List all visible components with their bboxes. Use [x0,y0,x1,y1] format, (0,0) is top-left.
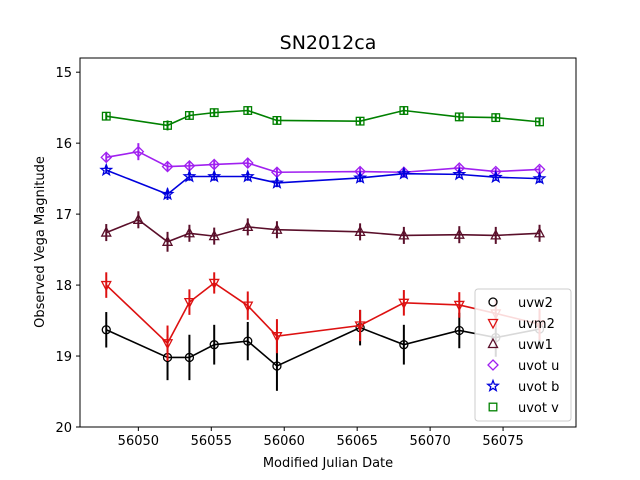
series-line [106,150,540,174]
data-point [399,106,409,115]
data-point [100,280,112,292]
data-point [132,145,145,158]
chart-title: SN2012ca [280,32,377,54]
y-tick-label: 18 [55,279,72,294]
legend-entry: uvw2 [518,296,553,311]
data-point [101,325,111,335]
x-tick-label: 56055 [191,434,232,449]
data-point [490,229,502,240]
data-point [208,229,220,241]
x-tick-label: 56070 [409,434,450,449]
legend-entry: uvot b [518,380,559,395]
x-tick-label: 56075 [482,434,523,449]
data-point [241,157,254,169]
legend: uvw2 uvm2 uvw1 uvot u uvot b uvot v [474,288,572,422]
series-uvot-u [100,143,546,179]
data-point [132,213,144,224]
legend-marker [487,337,499,349]
series-layer [99,106,547,391]
series-line [105,169,540,196]
y-axis-label: Observed Vega Magnitude [33,156,48,328]
y-tick-label: 19 [55,350,72,365]
data-point [101,111,111,121]
data-point [207,169,222,183]
data-point [454,112,464,122]
data-point [532,171,547,185]
data-point [184,352,195,363]
series-uvw1 [100,211,546,252]
data-point [100,151,113,164]
legend-entry: uvm2 [518,317,555,332]
data-point [535,117,544,127]
data-point [397,166,410,179]
data-point [183,297,195,309]
data-point [355,116,365,126]
data-point [452,167,467,181]
data-point [161,235,174,246]
data-point [209,108,219,118]
data-point [533,226,546,238]
data-point [354,225,366,237]
data-point [454,325,464,336]
legend-entry: uvot u [518,359,559,374]
y-tick-label: 15 [55,66,72,81]
legend-marker [487,359,499,371]
x-tick-label: 56065 [336,434,377,449]
data-point [354,321,366,332]
data-point [183,226,195,238]
data-point [398,229,410,240]
data-point [269,175,284,189]
legend-marker [488,297,498,307]
data-point [398,298,410,310]
series-line [105,218,540,243]
legend-marker [488,402,498,412]
y-tick-label: 16 [55,137,72,152]
data-point [272,115,282,125]
legend-marker [487,318,499,330]
data-point [271,332,283,343]
data-point [100,226,112,237]
legend-box [474,288,572,422]
series-uvot-b [99,162,547,201]
y-tick-label: 17 [55,208,72,223]
legend-entry: uvot v [518,401,559,416]
data-point [491,113,501,123]
x-axis-label: Modified Julian Date [263,456,393,471]
data-point [488,169,503,184]
data-point [271,223,283,234]
y-tick-label: 20 [55,421,72,436]
data-point [208,278,220,290]
data-point [399,340,409,350]
series-uvot-v [101,106,544,131]
x-tick-label: 56060 [264,434,305,449]
legend-marker [485,378,501,392]
data-point [453,228,465,239]
data-point [242,220,254,232]
data-point [240,169,255,183]
data-point [243,336,253,346]
data-point [209,340,219,350]
x-tick-label: 56050 [118,434,159,449]
data-point [242,301,254,313]
data-point [182,169,197,183]
data-point [243,106,253,115]
data-point [396,166,411,180]
data-point [160,186,175,201]
data-point [161,339,174,350]
plot-frame [79,57,577,428]
data-point [163,120,172,130]
data-point [453,300,465,312]
legend-entry: uvw1 [518,338,553,353]
data-point [184,111,194,120]
data-point [353,170,368,184]
data-point [99,162,114,177]
axis-ticks: 56050 56055 56060 56065 56070 56075 15 16 17 18 19… [55,66,523,449]
data-point [272,361,282,371]
data-point [161,160,174,173]
